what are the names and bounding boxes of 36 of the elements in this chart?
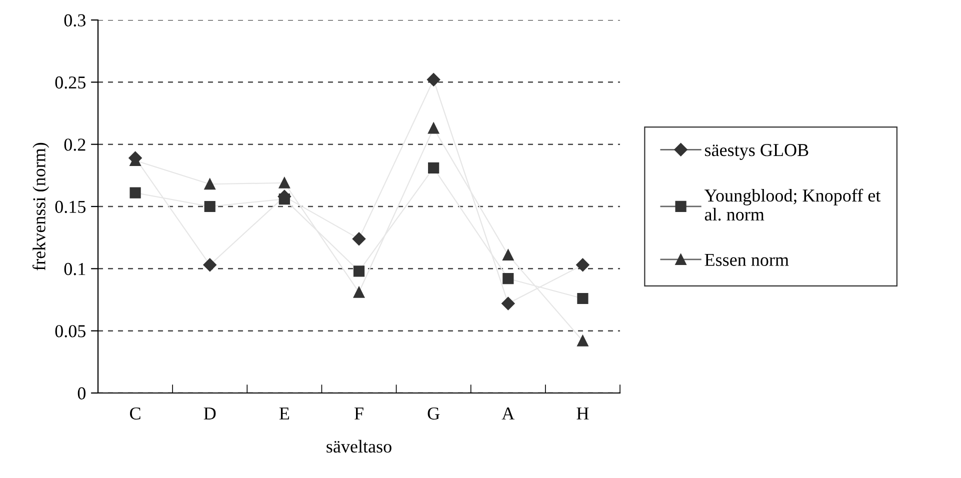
point bbox=[428, 122, 440, 134]
point bbox=[204, 178, 216, 190]
point bbox=[353, 286, 365, 298]
legend-label: Youngblood; Knopoff et al. norm bbox=[704, 188, 881, 221]
y-tick-label: 0.25 bbox=[55, 76, 86, 89]
x-tick-label: H bbox=[576, 408, 589, 420]
y-tick-label: 0.15 bbox=[55, 200, 86, 214]
point bbox=[502, 273, 514, 284]
point bbox=[426, 73, 440, 86]
point bbox=[576, 258, 590, 272]
x-tick-label: A bbox=[502, 408, 515, 420]
y-tick-label: 0 bbox=[78, 387, 86, 400]
x-tick-label: C bbox=[130, 407, 140, 420]
point bbox=[204, 200, 216, 212]
x-tick-label: F bbox=[354, 408, 364, 420]
x-tick-label: D bbox=[204, 408, 216, 420]
x-tick-label: E bbox=[279, 408, 290, 420]
x-axis-title: säveltaso bbox=[326, 440, 392, 453]
y-tick-label: 0.2 bbox=[64, 138, 86, 151]
point bbox=[203, 258, 216, 272]
point bbox=[502, 249, 514, 261]
legend-label: Essen norm bbox=[704, 254, 789, 266]
point bbox=[130, 187, 141, 198]
y-tick-label: 0.3 bbox=[64, 14, 86, 27]
point bbox=[278, 177, 290, 188]
point bbox=[577, 292, 588, 304]
point bbox=[577, 335, 588, 346]
y-axis-title: frekvenssi (norm) bbox=[32, 142, 50, 270]
point bbox=[353, 266, 365, 277]
x-tick-label: G bbox=[428, 407, 440, 420]
y-tick-label: 0.05 bbox=[55, 325, 86, 338]
point bbox=[502, 296, 515, 310]
point bbox=[352, 232, 366, 246]
point bbox=[428, 162, 440, 174]
legend-label: säestys GLOB bbox=[705, 144, 808, 160]
y-tick-label: 0.1 bbox=[64, 262, 86, 276]
